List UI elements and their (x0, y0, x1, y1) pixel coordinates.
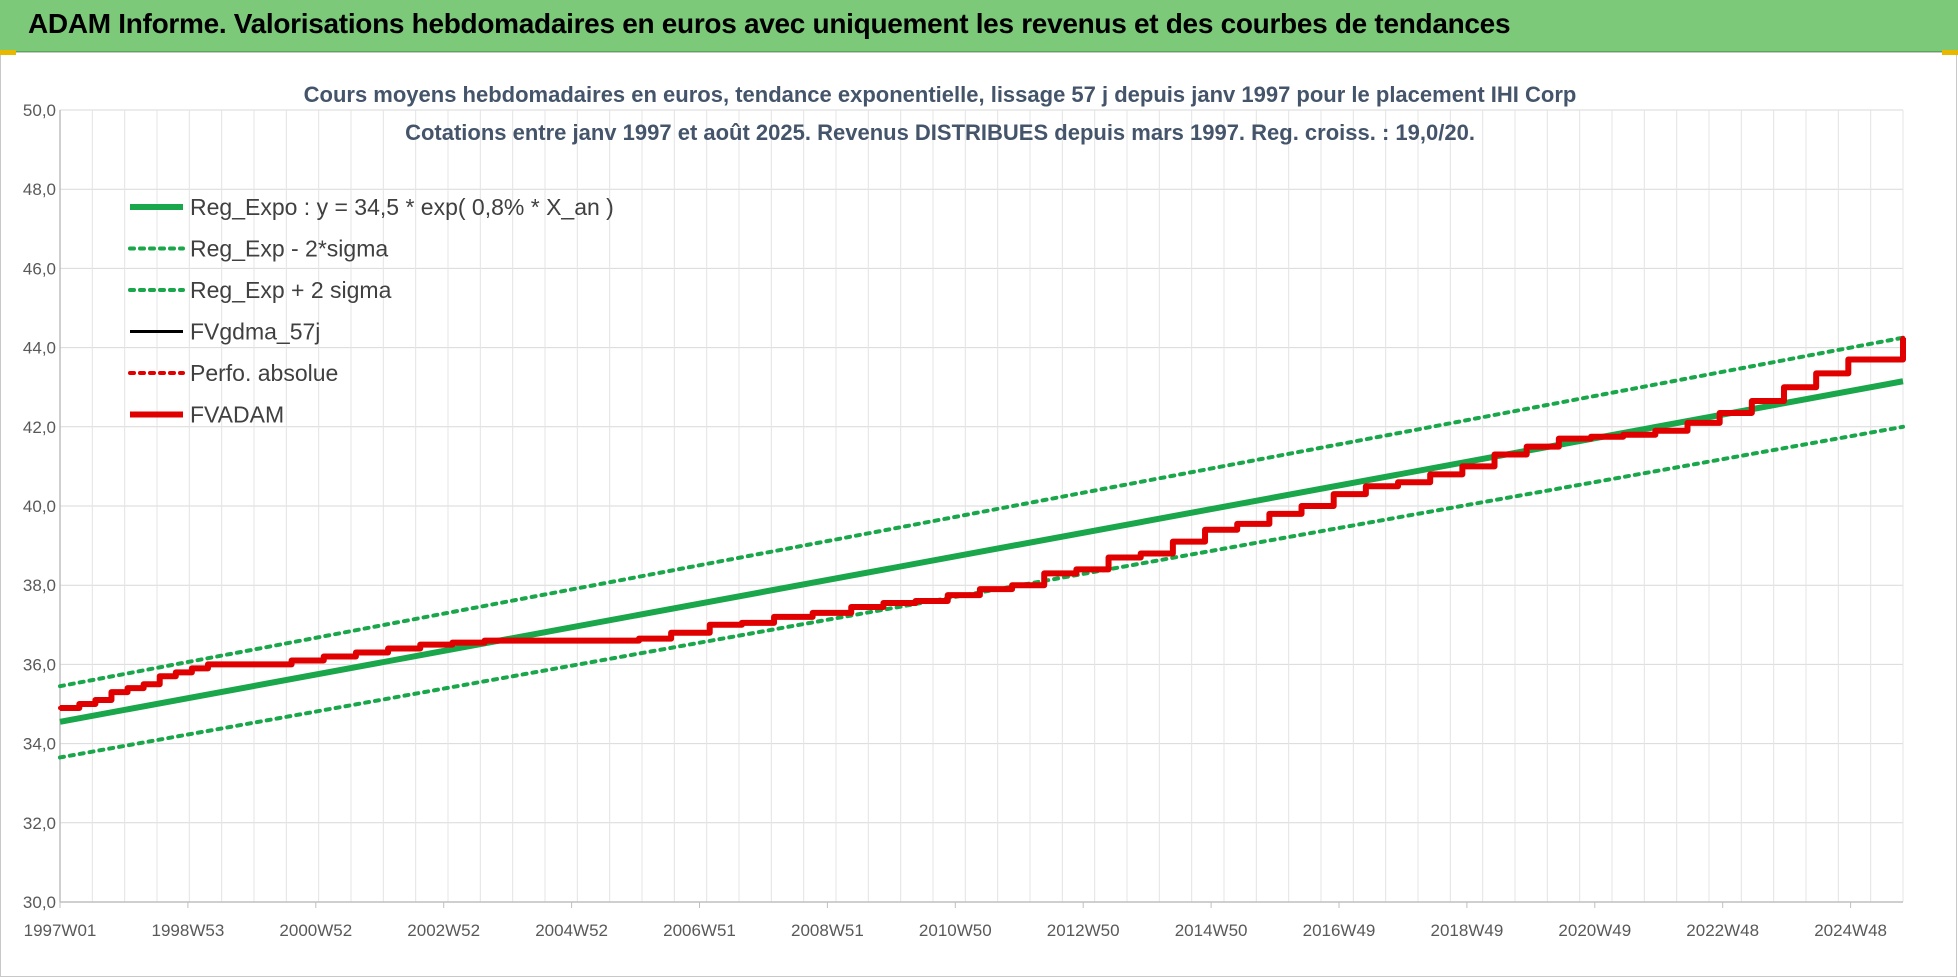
x-tick-label: 2006W51 (663, 921, 736, 940)
x-tick-label: 2024W48 (1814, 921, 1887, 940)
y-tick-label: 42,0 (23, 418, 56, 437)
x-tick-label: 2008W51 (791, 921, 864, 940)
corner-marker (1942, 50, 1958, 55)
legend-fvgdma-label: FVgdma_57j (190, 319, 320, 345)
legend-perfo-absolue-label: Perfo. absolue (190, 360, 338, 386)
x-tick-label: 2002W52 (407, 921, 480, 940)
y-tick-label: 30,0 (23, 893, 56, 912)
x-tick-label: 2020W49 (1558, 921, 1631, 940)
y-tick-label: 46,0 (23, 259, 56, 278)
x-tick-label: 2004W52 (535, 921, 608, 940)
reg-exp-minus-2sigma-line (58, 424, 1905, 760)
y-tick-label: 50,0 (23, 101, 56, 120)
y-tick-label: 44,0 (23, 339, 56, 358)
fvadam-line (60, 337, 1906, 711)
legend-reg-exp-minus-label: Reg_Exp - 2*sigma (190, 236, 388, 262)
chart-frame (0, 52, 1957, 977)
x-tick-label: 2000W52 (279, 921, 352, 940)
reg-exp-plus-2sigma-line (58, 335, 1905, 689)
x-tick-label: 1997W01 (24, 921, 97, 940)
x-tick-label: 1998W53 (152, 921, 225, 940)
y-tick-label: 36,0 (23, 655, 56, 674)
y-tick-label: 34,0 (23, 735, 56, 754)
legend-reg-exp-plus-label: Reg_Exp + 2 sigma (190, 277, 392, 303)
legend-reg-expo-label: Reg_Expo : y = 34,5 * exp( 0,8% * X_an ) (190, 194, 614, 220)
y-tick-label: 38,0 (23, 576, 56, 595)
x-tick-label: 2014W50 (1175, 921, 1248, 940)
x-tick-label: 2018W49 (1431, 921, 1504, 940)
x-tick-label: 2012W50 (1047, 921, 1120, 940)
y-tick-label: 48,0 (23, 180, 56, 199)
legend-fvadam-label: FVADAM (190, 402, 284, 428)
x-tick-label: 2022W48 (1686, 921, 1759, 940)
banner-title: ADAM Informe. Valorisations hebdomadaire… (28, 8, 1511, 39)
chart-subtitle: Cotations entre janv 1997 et août 2025. … (405, 120, 1475, 145)
header-banner: ADAM Informe. Valorisations hebdomadaire… (0, 0, 1958, 52)
fvgdma-57j-line (60, 337, 1905, 710)
y-tick-label: 40,0 (23, 497, 56, 516)
x-tick-label: 2016W49 (1303, 921, 1376, 940)
chart-title: Cours moyens hebdomadaires en euros, ten… (303, 82, 1577, 107)
corner-marker (0, 50, 16, 55)
y-tick-label: 32,0 (23, 814, 56, 833)
x-tick-label: 2010W50 (919, 921, 992, 940)
perfo-absolue-line (58, 335, 1905, 710)
